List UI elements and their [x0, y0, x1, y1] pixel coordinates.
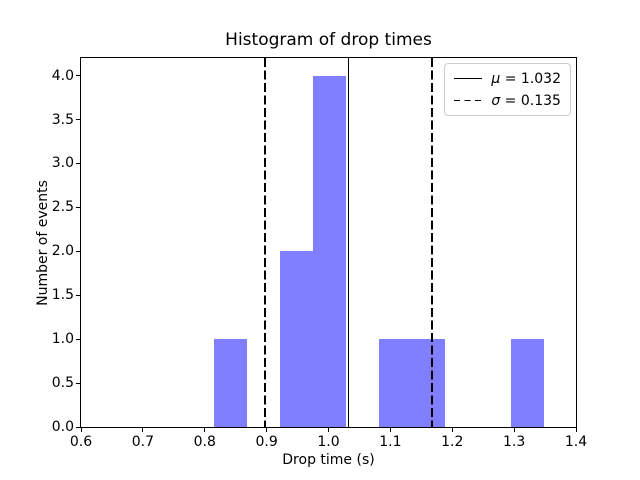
- x-tick: [204, 428, 206, 432]
- y-tick-label: 1.5: [51, 287, 74, 304]
- sigma-lower-line: [263, 58, 266, 427]
- histogram-bar: [412, 339, 445, 427]
- x-tick: [513, 428, 515, 432]
- histogram-bar: [378, 339, 413, 427]
- sigma-symbol: σ: [491, 92, 501, 109]
- y-tick-label: 4.0: [51, 67, 74, 84]
- y-tick-label: 2.0: [51, 243, 74, 260]
- y-tick: [76, 426, 80, 428]
- x-tick-label: 1.4: [564, 434, 588, 450]
- y-tick-label: 2.5: [51, 199, 74, 216]
- sigma-value: = 0.135: [500, 92, 561, 109]
- legend: μ = 1.032 σ = 0.135: [444, 63, 571, 116]
- y-tick: [76, 119, 80, 120]
- x-tick-label: 0.8: [193, 434, 216, 450]
- x-tick-label: 1.0: [317, 434, 340, 450]
- legend-label-sigma: σ = 0.135: [491, 93, 561, 109]
- x-tick-label: 0.7: [131, 434, 154, 450]
- x-tick-label: 1.2: [441, 434, 464, 450]
- x-tick: [389, 428, 391, 432]
- x-tick: [80, 428, 82, 432]
- legend-label-mu: μ = 1.032: [491, 71, 561, 87]
- mu-value: = 1.032: [500, 70, 561, 87]
- solid-line-sample: [454, 77, 483, 80]
- y-tick: [76, 162, 80, 164]
- x-tick: [266, 428, 268, 432]
- dashed-line-sample: [454, 99, 483, 102]
- x-axis-label: Drop time (s): [282, 452, 375, 468]
- legend-item-sigma: σ = 0.135: [454, 91, 561, 110]
- histogram-bar: [511, 339, 544, 427]
- histogram-bar: [313, 75, 346, 427]
- x-tick: [142, 428, 144, 432]
- y-tick-label: 0.0: [51, 419, 74, 435]
- y-tick-label: 0.5: [51, 375, 74, 392]
- x-tick-label: 0.9: [255, 434, 278, 450]
- y-tick-label: 1.0: [51, 331, 74, 348]
- y-tick: [76, 382, 80, 384]
- x-tick-label: 1.3: [502, 434, 526, 450]
- x-tick: [575, 428, 577, 432]
- y-tick-label: 3.0: [51, 155, 74, 172]
- y-tick: [76, 294, 80, 296]
- y-tick-label: 3.5: [51, 111, 74, 128]
- mu-symbol: μ: [491, 70, 501, 87]
- mean-line: [347, 58, 350, 427]
- y-tick: [76, 75, 80, 77]
- x-tick: [451, 428, 453, 432]
- legend-item-mu: μ = 1.032: [454, 69, 561, 88]
- y-tick: [76, 206, 80, 208]
- histogram-bar: [214, 339, 247, 427]
- x-tick-label: 0.6: [69, 434, 93, 450]
- sigma-upper-line: [431, 58, 433, 427]
- y-tick: [76, 250, 80, 252]
- histogram-bar: [279, 251, 314, 427]
- chart-title: Histogram of drop times: [225, 30, 432, 50]
- plot-area: μ = 1.032 σ = 0.135: [80, 57, 577, 428]
- y-tick: [76, 338, 80, 340]
- x-tick-label: 1.1: [379, 434, 402, 450]
- x-tick: [328, 428, 329, 432]
